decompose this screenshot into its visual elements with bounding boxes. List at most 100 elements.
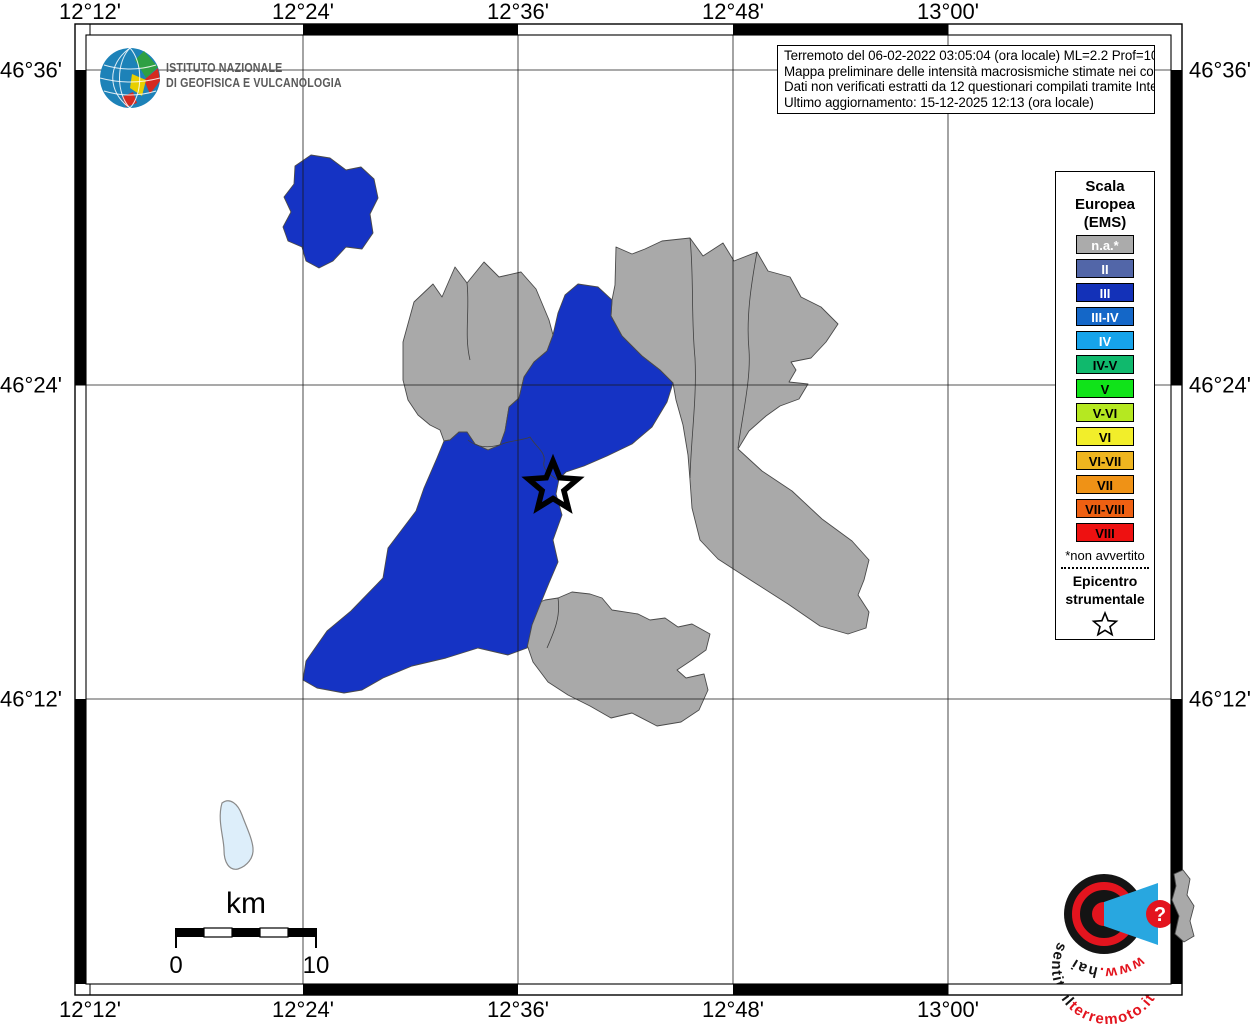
legend-swatch-vii: VII [1076,475,1134,494]
municipalities [282,154,870,727]
legend-title: Scala Europea (EMS) [1056,178,1154,232]
legend-title-line1: Scala [1085,178,1125,195]
legend-swatch-ii: II [1076,259,1134,278]
municipality-intensity-iii-central [302,283,674,694]
axis-label-left-1: 46°36' [0,57,62,83]
site-logo-text-black: sentitoil [1048,940,1078,1010]
axis-label-bottom-3: 12°36' [487,997,549,1022]
legend-swatch-vi: VI [1076,427,1134,446]
legend-star-icon [1091,610,1119,637]
scale-bar-segment [232,928,260,937]
boundary-line [737,251,758,449]
legend-title-line3: (EMS) [1083,214,1127,231]
axis-label-right-3: 46°12' [1189,686,1251,712]
ingv-logo-line2: DI GEOFISICA E VULCANOLOGIA [166,75,342,90]
globe-parallel [103,64,157,70]
axis-label-bottom-1: 12°12' [59,997,121,1022]
site-logo-hai: hai [1067,955,1099,981]
axis-label-right-2: 46°24' [1189,372,1251,398]
frame-inner-line [85,34,1172,985]
frame-black-segment [75,699,86,984]
axis-label-top-1: 12°12' [59,0,121,24]
axis-label-bottom-2: 12°24' [272,997,334,1022]
frame-band-right [1171,35,1182,984]
scale-bar-unit: km [226,887,266,920]
frame-band-bottom [75,984,1182,995]
axis-label-right-1: 46°36' [1189,57,1251,83]
ingv-logo-line1: ISTITUTO NAZIONALE [166,60,283,75]
haisentito-logo: ? sentitoilterremoto.it www.hai [1048,874,1174,1024]
info-line-event: Terremoto del 06-02-2022 03:05:04 (ora l… [784,48,1155,63]
site-logo-www: www. [1097,952,1148,981]
epicenter-star [521,453,585,514]
axis-label-top-5: 13°00' [917,0,979,24]
info-line-updated: Ultimo aggiornamento: 15-12-2025 12:13 (… [784,95,1094,111]
legend-swatch-iv: IV [1076,331,1134,350]
axis-label-left-2: 46°24' [0,372,62,398]
frame-black-segment [1171,70,1182,385]
frame-band-top [75,24,1182,35]
globe-parallel [103,90,157,96]
axis-label-top-4: 12°48' [702,0,764,24]
municipality-na-south [523,591,711,727]
municipality-intensity-iii-northwest [282,154,379,269]
axis-label-bottom-4: 12°48' [702,997,764,1022]
legend-swatch-vi-vii: VI-VII [1076,451,1134,470]
earthquake-info-box: Terremoto del 06-02-2022 03:05:04 (ora l… [777,45,1155,114]
axis-label-top-2: 12°24' [272,0,334,24]
scale-bar-start-label: 0 [169,952,182,979]
legend-footnote: *non avvertito [1065,548,1145,563]
question-mark: ? [1154,904,1166,926]
frame-black-segment [733,24,948,35]
scale-bar: km 0 10 [169,887,329,979]
scale-bar-segment [259,927,289,938]
frame-black-segment [1171,699,1182,984]
legend-swatch-iii-iv: III-IV [1076,307,1134,326]
lake [219,800,254,870]
legend-swatch-v-vi: V-VI [1076,403,1134,422]
municipality-na-right-edge [1171,869,1195,943]
globe-meridian [119,47,131,109]
globe-meridian [129,47,141,109]
frame-band-left [75,35,86,984]
scale-bar-end-label: 10 [303,952,330,979]
globe-patch-green [135,51,158,78]
frame-black-segment [733,984,948,995]
megaphone-shape [1104,883,1158,945]
legend-epicenter-line2: strumentale [1065,591,1145,607]
axis-label-left-3: 46°12' [0,686,62,712]
ingv-logo-globe [99,47,161,109]
legend-swatch-viii: VIII [1076,523,1134,542]
legend-epicenter-label: Epicentro strumentale [1056,572,1154,608]
legend-swatch-vii-viii: VII-VIII [1076,499,1134,518]
legend-swatch-iii: III [1076,283,1134,302]
internal-boundaries [466,237,758,649]
boundary-line [546,597,560,649]
frame-black-segment [303,24,518,35]
question-circle [1146,900,1174,928]
frame-black-segment [75,70,86,385]
site-logo-bottom-text: www.hai [1067,952,1148,981]
scale-bar-segment [288,928,316,937]
legend-title-line2: Europea [1074,196,1135,213]
legend-epicenter-line1: Epicentro [1072,573,1138,589]
ingv-logo-text: ISTITUTO NAZIONALE DI GEOFISICA E VULCAN… [166,60,342,90]
scale-bar-segment [203,927,233,938]
frame-outer-line [74,23,1183,996]
info-line-data-source: Dati non verificati estratti da 12 quest… [784,79,1155,95]
legend-swatch-v: V [1076,379,1134,398]
boundary-line [467,436,559,481]
frame-black-segment [303,984,518,995]
intensity-legend: Scala Europea (EMS) n.a.* II III III-IV … [1055,171,1155,640]
globe-patch-yellow [130,74,146,96]
globe-parallel [99,77,161,83]
legend-swatch-na: n.a.* [1076,235,1134,254]
legend-separator [1061,567,1149,569]
scale-bar-segment [176,928,204,937]
globe-patch-red [144,68,160,94]
axis-label-top-3: 12°36' [487,0,549,24]
star-icon [1091,610,1119,637]
boundary-line [466,282,471,361]
